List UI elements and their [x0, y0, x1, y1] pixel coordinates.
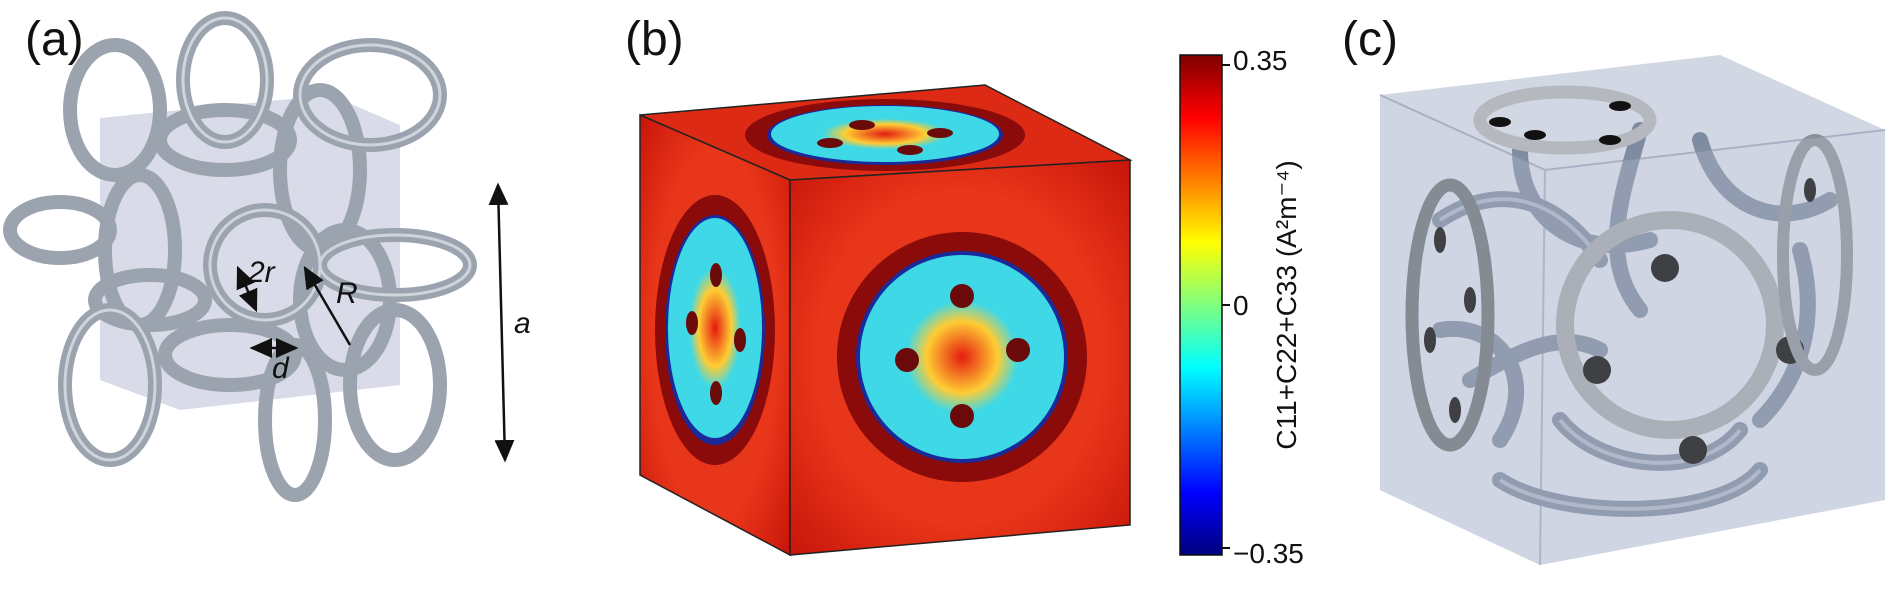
a-label: a: [514, 307, 531, 340]
a-arrow: [488, 182, 515, 463]
front-face-pattern: [837, 232, 1087, 482]
panel-a-ring-highlights: [63, 16, 472, 462]
R-arrow: [303, 265, 352, 346]
panel-c-right-ring: [1777, 134, 1853, 376]
panel-c-left-ring: [1405, 178, 1495, 452]
top-face-pattern: [745, 99, 1025, 171]
colorbar-min-label: −0.35: [1233, 538, 1304, 569]
two-r-arrow: [236, 265, 258, 313]
panel-c-top-ring: [1473, 85, 1657, 155]
colorbar-max-label: 0.35: [1233, 45, 1288, 76]
panel-c-label: (c): [1342, 13, 1398, 66]
two-r-label: 2r: [247, 256, 276, 289]
panel-c: (c): [1342, 13, 1886, 566]
panel-c-front-ring: [1556, 211, 1804, 464]
panel-c-box-front: [1380, 95, 1885, 565]
colorbar-mid-label: 0: [1233, 290, 1249, 321]
colorbar: 0.35 0 −0.35 C11+C22+C33 (A²m⁻⁴): [1179, 45, 1304, 569]
panel-b: (b): [625, 13, 1304, 569]
d-label: d: [272, 352, 290, 385]
left-face-pattern: [655, 195, 775, 465]
panel-a: (a) 2r: [3, 11, 531, 502]
colorbar-gradient: [1179, 54, 1223, 556]
R-label: R: [336, 277, 358, 310]
panel-b-label: (b): [625, 13, 684, 66]
panel-a-label: (a): [25, 13, 84, 66]
colorbar-quantity-label: C11+C22+C33 (A²m⁻⁴): [1271, 160, 1302, 449]
